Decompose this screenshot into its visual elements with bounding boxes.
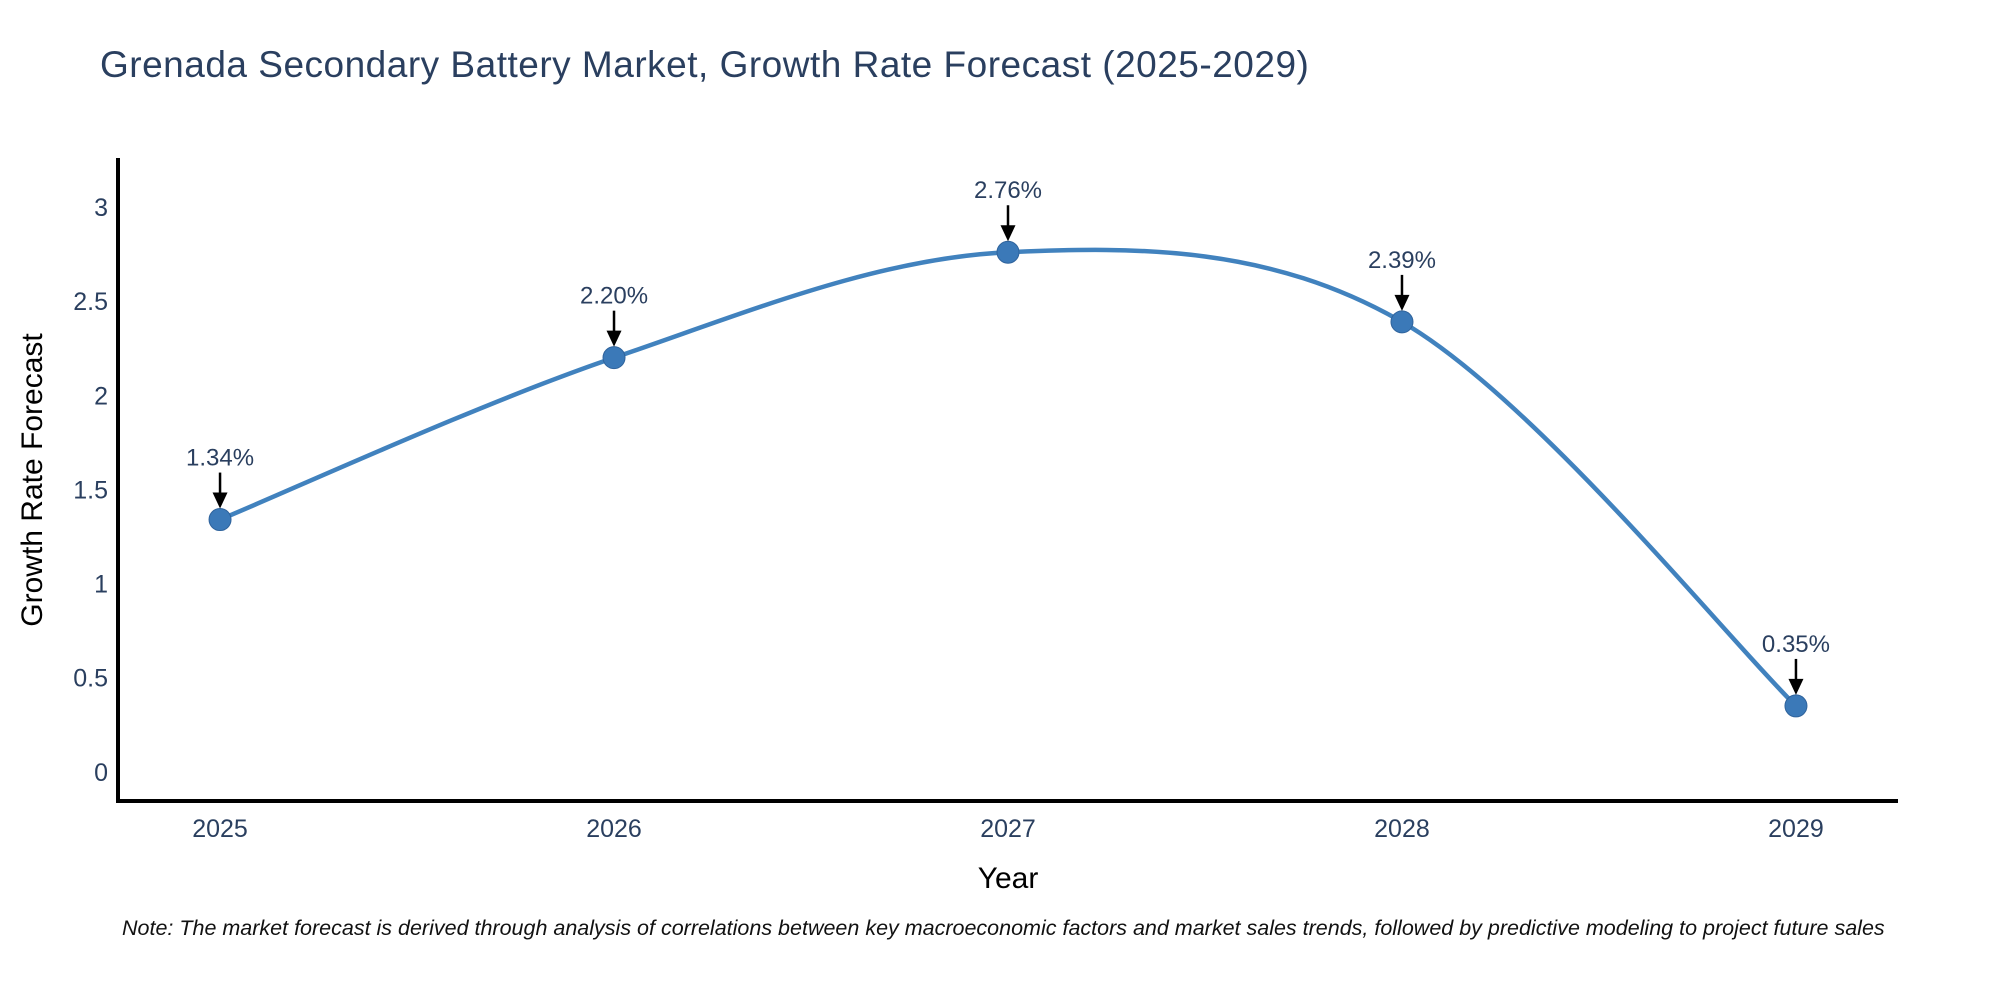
y-tick-label: 0.5 [73,665,108,693]
plot-layer: 0 0.5 1 1.5 2 2.5 3 2025 2026 2027 2028 2029 1.34% 2.… [73,158,1898,843]
y-tick-label: 2 [94,382,108,410]
y-tick-label: 1.5 [73,476,108,504]
data-point-2026 [602,346,626,370]
annotation-label: 2.39% [1368,247,1436,274]
annotation-label: 2.76% [974,177,1042,204]
x-tick-label: 2025 [192,815,248,843]
y-tick-label: 3 [94,194,108,222]
data-point-2025 [208,508,232,532]
forecast-line [217,247,1799,709]
y-axis-title: Growth Rate Forecast [16,333,49,627]
x-tick-label: 2028 [1374,815,1430,843]
data-point-2027 [996,240,1020,264]
annotation-arrow-head [1394,294,1410,311]
y-tick-label: 2.5 [73,288,108,316]
y-tick-label: 0 [94,759,108,787]
annotation-label: 2.20% [580,283,648,310]
x-tick-label: 2026 [586,815,642,843]
y-tick-label: 1 [94,571,108,599]
x-axis-title: Year [978,862,1039,895]
x-tick-label: 2029 [1768,815,1824,843]
data-point-2028 [1390,310,1414,334]
annotation-arrow-head [606,330,622,347]
footnote: Note: The market forecast is derived thr… [122,916,1885,940]
data-point-2029 [1784,694,1808,718]
chart-title: Grenada Secondary Battery Market, Growth… [100,44,1310,85]
annotation-arrow-head [1788,678,1804,695]
x-tick-label: 2027 [980,815,1036,843]
annotation-arrow-head [212,492,228,509]
annotation-arrow-head [1000,225,1016,242]
annotation-label: 1.34% [186,445,254,472]
annotation-label: 0.35% [1762,631,1830,658]
